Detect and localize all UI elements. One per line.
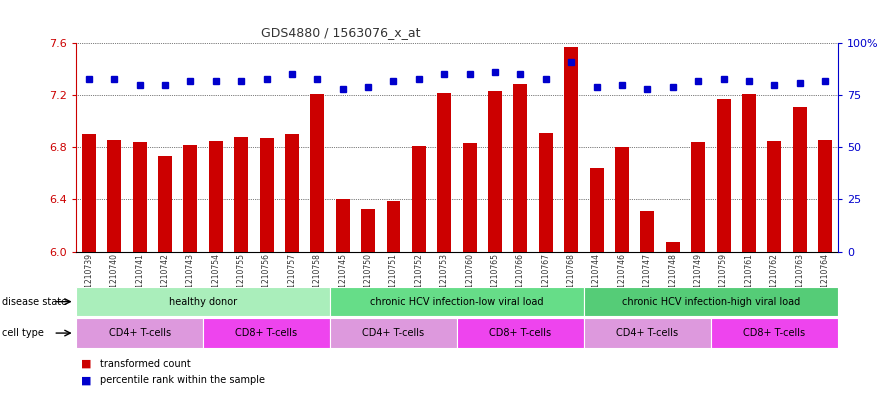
Text: chronic HCV infection-high viral load: chronic HCV infection-high viral load [622,297,800,307]
Bar [793,107,806,252]
Bar [538,133,553,252]
Bar [184,145,197,252]
Bar [76,318,203,348]
Text: CD8+ T-cells: CD8+ T-cells [743,328,806,338]
Bar [336,200,349,252]
Bar [513,84,528,252]
Bar [330,287,584,316]
Bar [717,99,730,252]
Bar [108,140,121,252]
Text: ■: ■ [81,358,91,369]
Bar [584,318,711,348]
Bar [386,201,401,252]
Bar [76,287,330,316]
Bar [462,143,477,252]
Bar [584,287,838,316]
Bar [285,134,299,252]
Bar [691,142,705,252]
Text: transformed count: transformed count [100,358,191,369]
Bar [133,142,147,252]
Bar [361,209,375,252]
Bar [209,141,223,252]
Text: disease state: disease state [2,297,67,307]
Text: chronic HCV infection-low viral load: chronic HCV infection-low viral load [370,297,544,307]
Bar [310,94,324,252]
Bar [615,147,629,252]
Text: cell type: cell type [2,328,44,338]
Bar [234,137,248,252]
Text: healthy donor: healthy donor [169,297,237,307]
Bar [641,211,654,252]
Bar [203,318,330,348]
Text: CD4+ T-cells: CD4+ T-cells [616,328,678,338]
Bar [742,94,756,252]
Text: CD4+ T-cells: CD4+ T-cells [362,328,425,338]
Text: percentile rank within the sample: percentile rank within the sample [100,375,265,386]
Bar [590,168,604,252]
Bar [82,134,96,252]
Bar [437,93,452,252]
Text: ■: ■ [81,375,91,386]
Bar [488,92,502,252]
Bar [564,47,578,252]
Bar [818,140,832,252]
Text: CD8+ T-cells: CD8+ T-cells [236,328,297,338]
Text: CD4+ T-cells: CD4+ T-cells [108,328,171,338]
Text: GDS4880 / 1563076_x_at: GDS4880 / 1563076_x_at [261,26,420,39]
Bar [412,146,426,252]
Bar [457,318,584,348]
Bar [330,318,457,348]
Bar [260,138,273,252]
Bar [666,242,680,252]
Bar [767,141,781,252]
Bar [711,318,838,348]
Bar [158,156,172,252]
Text: CD8+ T-cells: CD8+ T-cells [489,328,552,338]
